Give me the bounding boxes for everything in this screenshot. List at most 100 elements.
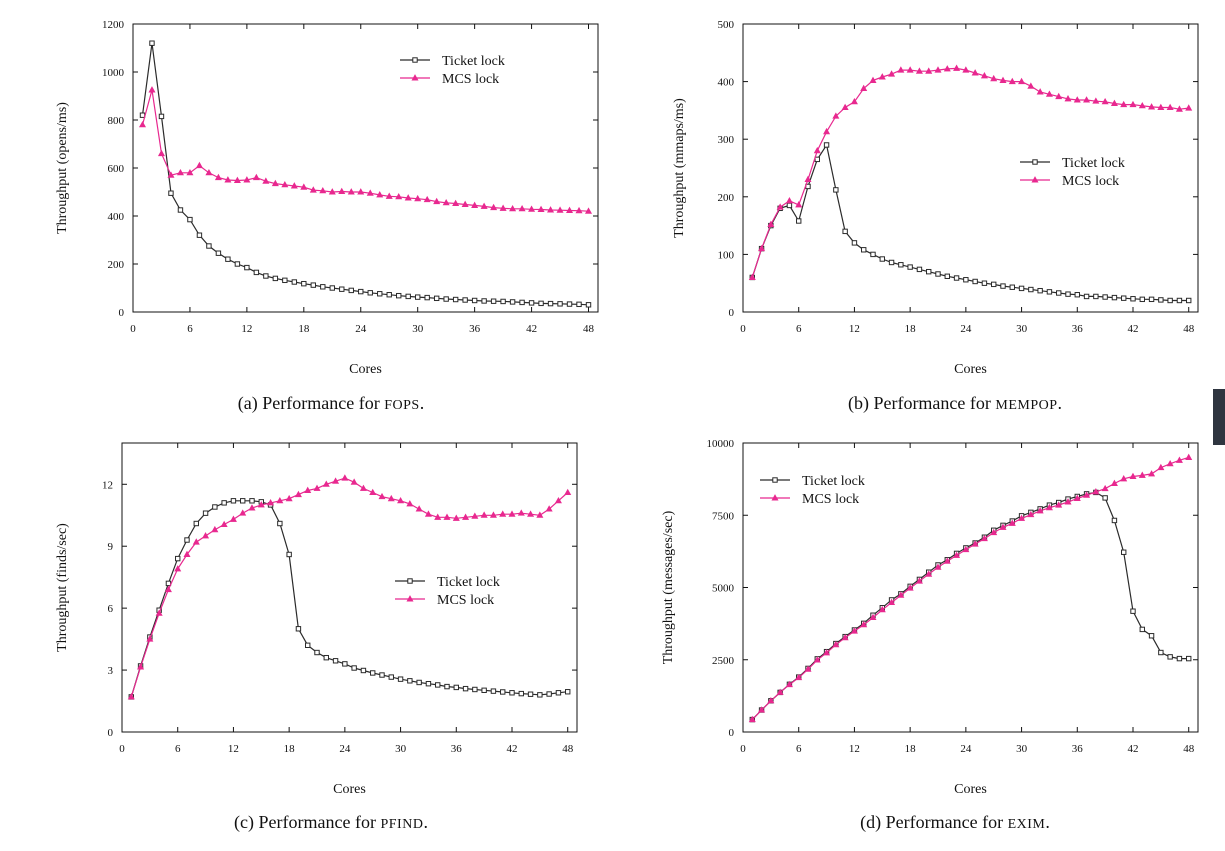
mcs-point-b: [748, 273, 756, 280]
ticket-point-b: [1148, 296, 1155, 303]
ticket-point-c: [490, 688, 497, 694]
y-tick-label-c: 12: [102, 479, 113, 491]
mcs-point-a: [300, 183, 308, 190]
ticket-point-a: [443, 296, 449, 302]
ticket-point-b: [1074, 292, 1080, 298]
mcs-point-a: [376, 191, 384, 198]
legend-label-mcs-b: MCS lock: [1062, 174, 1119, 189]
mcs-point-c: [424, 510, 432, 517]
ticket-point-a: [168, 190, 174, 196]
ticket-point-b: [907, 264, 913, 270]
ticket-point-a: [149, 40, 155, 46]
legend-label-mcs-d: MCS lock: [802, 492, 859, 507]
mcs-point-d: [1018, 514, 1026, 521]
mcs-point-b: [804, 175, 812, 183]
mcs-point-b: [823, 127, 831, 135]
mcs-point-c: [276, 496, 284, 504]
mcs-point-d: [832, 640, 840, 648]
caption-b-name: MEMPOP: [995, 398, 1058, 413]
ticket-point-b: [888, 259, 895, 266]
mcs-point-b: [1157, 103, 1165, 111]
caption-b: (b) Performance for MEMPOP.: [762, 393, 1148, 414]
mcs-point-a: [167, 171, 175, 178]
ticket-point-c: [249, 498, 255, 504]
x-tick-label-c: 6: [175, 743, 181, 755]
mcs-point-b: [758, 244, 766, 252]
mcs-point-b: [1148, 103, 1156, 110]
y-tick-label-b: 0: [729, 307, 735, 319]
legend-marker-mcs-d: [771, 494, 779, 501]
mcs-point-c: [462, 513, 470, 520]
ticket-point-d: [1158, 649, 1164, 656]
y-tick-label-a: 1000: [102, 67, 125, 79]
ticket-point-b: [1167, 297, 1173, 304]
caption-d-label: (d): [860, 812, 882, 832]
mcs-point-a: [214, 173, 222, 181]
caption-a: (a) Performance for FOPS.: [168, 393, 494, 414]
ticket-point-b: [1093, 293, 1099, 300]
mcs-point-c: [480, 511, 488, 518]
mcs-point-b: [897, 66, 905, 73]
x-tick-label-a: 30: [412, 323, 424, 335]
mcs-point-a: [233, 176, 241, 183]
ticket-point-c: [221, 500, 227, 506]
y-tick-label-a: 400: [108, 211, 125, 223]
ticket-point-b: [944, 273, 950, 279]
mcs-point-b: [785, 197, 793, 204]
ticket-point-a: [263, 273, 269, 279]
x-tick-label-d: 42: [1128, 743, 1139, 755]
caption-c-text: Performance for: [258, 812, 376, 832]
ticket-point-a: [253, 269, 260, 276]
ticket-point-c: [397, 676, 404, 682]
ticket-point-b: [1139, 296, 1145, 303]
legend-b: Ticket lock MCS lock: [1020, 156, 1125, 189]
mcs-point-d: [804, 665, 812, 672]
mcs-point-c: [499, 510, 507, 517]
mcs-point-b: [1092, 97, 1100, 104]
side-scroll-tab[interactable]: [1213, 389, 1225, 445]
y-tick-label-d: 2500: [712, 655, 735, 667]
ticket-point-c: [175, 555, 181, 562]
mcs-point-b: [971, 69, 979, 76]
ticket-point-b: [916, 266, 923, 273]
ticket-point-a: [377, 291, 383, 297]
mcs-point-c: [211, 525, 219, 533]
ticket-point-c: [500, 689, 506, 695]
y-axis-label-b: Throughput (mmaps/ms): [672, 98, 687, 238]
ticket-point-c: [212, 504, 218, 510]
mcs-point-b: [1175, 105, 1183, 112]
x-tick-label-d: 30: [1016, 743, 1028, 755]
mcs-point-c: [415, 505, 423, 512]
mcs-point-d: [897, 591, 905, 598]
mcs-point-c: [545, 505, 553, 512]
series-line-ticket-c: [130, 500, 568, 698]
legend-label-mcs-a: MCS lock: [442, 72, 499, 87]
ticket-point-a: [282, 277, 288, 284]
ticket-point-a: [234, 261, 241, 267]
mcs-point-a: [138, 120, 146, 128]
legend-marker-ticket-d: [772, 477, 778, 483]
ticket-point-a: [462, 297, 468, 303]
legend-marker-mcs-b: [1031, 176, 1039, 183]
mcs-point-a: [556, 206, 564, 213]
mcs-point-b: [1120, 100, 1128, 108]
mcs-point-b: [1138, 101, 1146, 109]
ticket-point-b: [870, 251, 876, 258]
ticket-point-b: [1009, 284, 1015, 290]
ticket-point-d: [1121, 549, 1127, 555]
ticket-point-c: [240, 498, 246, 504]
mcs-point-d: [1055, 501, 1063, 508]
mcs-point-a: [281, 180, 289, 188]
ticket-point-a: [481, 298, 487, 304]
mcs-point-c: [146, 635, 154, 642]
mcs-point-d: [1092, 488, 1100, 495]
mcs-point-d: [999, 523, 1007, 530]
mcs-point-d: [1064, 498, 1072, 505]
x-tick-label-b: 36: [1072, 323, 1084, 335]
ticket-point-a: [177, 207, 184, 213]
mcs-point-a: [176, 168, 184, 176]
ticket-point-c: [295, 626, 302, 632]
mcs-point-d: [841, 633, 849, 641]
mcs-point-b: [813, 146, 821, 154]
